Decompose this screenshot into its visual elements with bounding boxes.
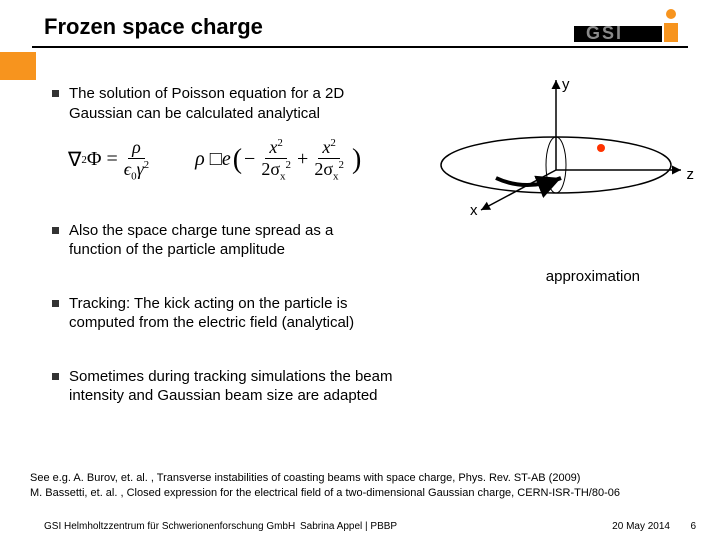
bullet-text: The solution of Poisson equation for a 2… bbox=[69, 84, 382, 123]
numerator: ρ bbox=[128, 137, 145, 159]
nabla: ∇ bbox=[68, 147, 81, 172]
bullet-marker bbox=[52, 227, 59, 234]
denominator: ϵ0γ2 bbox=[120, 159, 153, 183]
plus: + bbox=[297, 148, 308, 171]
numerator: x2 bbox=[265, 137, 287, 159]
approximation-label: approximation bbox=[546, 268, 640, 285]
rho-e: ρ □e bbox=[195, 148, 231, 171]
bullet-marker bbox=[52, 373, 59, 380]
diagram-svg bbox=[426, 70, 696, 220]
slide-title: Frozen space charge bbox=[44, 14, 263, 40]
z-axis-label: z bbox=[687, 166, 695, 183]
bullet-text: Tracking: The kick acting on the particl… bbox=[69, 294, 382, 333]
footer-institution: GSI Helmholtzzentrum für Schwerionenfors… bbox=[44, 521, 295, 532]
logo-svg: GSI bbox=[574, 8, 684, 48]
bullet-item: The solution of Poisson equation for a 2… bbox=[52, 84, 382, 123]
accent-box bbox=[0, 52, 36, 80]
y-axis-label: y bbox=[562, 76, 570, 93]
formula-1: ∇2Φ = ρ ϵ0γ2 bbox=[68, 137, 155, 183]
bullet-item: Sometimes during tracking simulations th… bbox=[52, 367, 412, 406]
fraction: ρ ϵ0γ2 bbox=[120, 137, 153, 183]
lparen: ( bbox=[233, 144, 242, 176]
x-axis-label: x bbox=[470, 202, 478, 219]
bullet-marker bbox=[52, 300, 59, 307]
header: Frozen space charge GSI bbox=[0, 14, 720, 54]
references: See e.g. A. Burov, et. al. , Transverse … bbox=[30, 471, 620, 500]
bullet-text: Also the space charge tune spread as a f… bbox=[69, 221, 382, 260]
fraction: x2 2σx2 bbox=[257, 137, 295, 183]
bullet-item: Tracking: The kick acting on the particl… bbox=[52, 294, 382, 333]
coordinate-diagram: y z x bbox=[426, 70, 696, 220]
svg-text:GSI: GSI bbox=[586, 23, 623, 43]
minus: − bbox=[244, 148, 255, 171]
footer-date: 20 May 2014 bbox=[612, 521, 670, 532]
denominator: 2σx2 bbox=[257, 159, 295, 183]
phi-eq: Φ = bbox=[87, 148, 118, 171]
numerator: x2 bbox=[318, 137, 340, 159]
bullet-text: Sometimes during tracking simulations th… bbox=[69, 367, 412, 406]
footer: GSI Helmholtzzentrum für Schwerionenfors… bbox=[0, 514, 720, 540]
bullet-marker bbox=[52, 90, 59, 97]
denominator: 2σx2 bbox=[310, 159, 348, 183]
footer-page: 6 bbox=[690, 521, 696, 532]
rparen: ) bbox=[352, 144, 361, 176]
header-rule bbox=[32, 46, 688, 48]
slide: Frozen space charge GSI The solution of … bbox=[0, 0, 720, 540]
reference-line: M. Bassetti, et. al. , Closed expression… bbox=[30, 486, 620, 500]
formula-2: ρ □e ( − x2 2σx2 + x2 2σx2 ) bbox=[195, 137, 363, 183]
bullet-item: Also the space charge tune spread as a f… bbox=[52, 221, 382, 260]
reference-line: See e.g. A. Burov, et. al. , Transverse … bbox=[30, 471, 620, 485]
footer-author: Sabrina Appel | PBBP bbox=[300, 521, 397, 532]
fraction: x2 2σx2 bbox=[310, 137, 348, 183]
